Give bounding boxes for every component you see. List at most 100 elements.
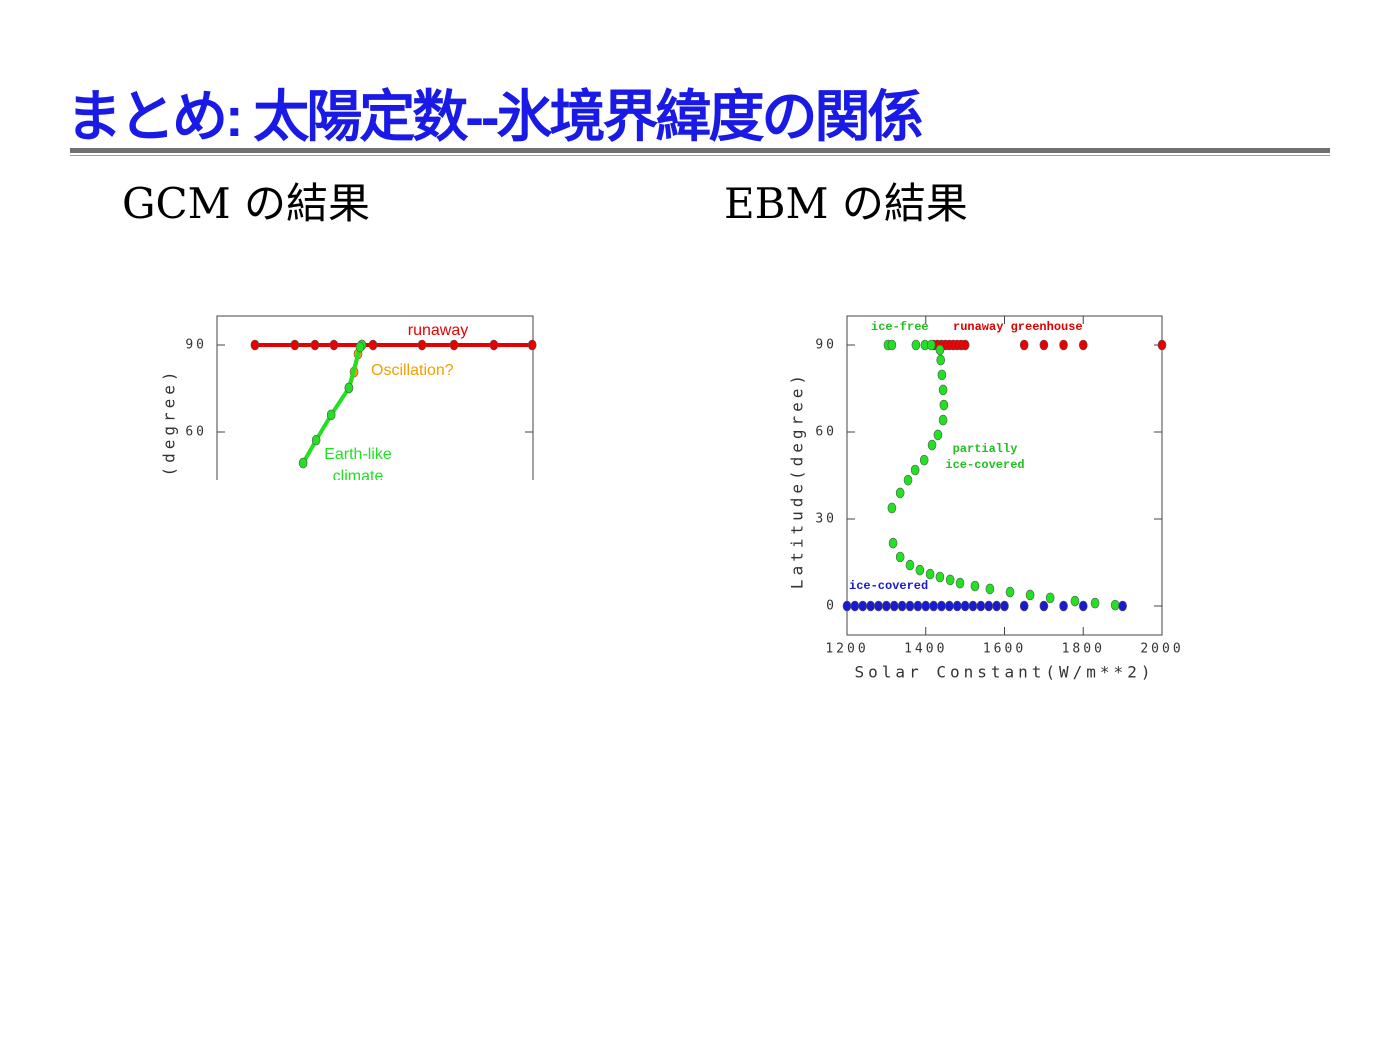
- data-point: [417, 339, 427, 351]
- data-point: [960, 339, 970, 351]
- data-point: [905, 600, 915, 612]
- y-tick-label: 30: [815, 512, 837, 527]
- x-tick-label: 1400: [904, 642, 947, 657]
- data-point: [945, 600, 954, 612]
- data-point: [888, 537, 898, 549]
- data-point: [1078, 600, 1088, 612]
- data-point: [489, 339, 499, 351]
- data-point: [368, 339, 378, 351]
- data-point: [985, 583, 995, 595]
- annotation: Oscillation?: [371, 362, 454, 379]
- data-point: [250, 339, 260, 351]
- y-tick-label: 60: [185, 425, 207, 440]
- plot-frame: [216, 315, 534, 480]
- data-point: [952, 600, 962, 612]
- y-axis-label: (degree): [160, 367, 179, 476]
- data-point: [311, 434, 321, 446]
- data-point: [1070, 595, 1080, 607]
- data-point: [933, 429, 943, 441]
- data-point: [858, 600, 868, 612]
- ebm-chart: 0 30 60 90 1200 1400 1600 1800 2000 Solar Constan…: [788, 315, 1183, 682]
- data-point: [1025, 589, 1035, 601]
- data-point: [1090, 597, 1100, 609]
- annotation: Earth-like: [324, 446, 392, 463]
- data-point: [850, 600, 860, 612]
- data-point: [960, 600, 970, 612]
- data-point: [344, 382, 354, 394]
- annotation: ice-covered: [945, 458, 1024, 472]
- data-point: [527, 339, 537, 351]
- y-tick-label: 90: [185, 338, 207, 353]
- data-point: [925, 568, 935, 580]
- annotation: ice-free: [871, 320, 929, 334]
- data-point: [329, 339, 339, 351]
- data-point: [935, 571, 945, 583]
- data-point: [935, 344, 945, 356]
- data-point: [936, 354, 946, 366]
- data-point: [1157, 339, 1167, 351]
- gcm-chart: 60 90 (degree) runaway Oscillation? Earth-lik…: [160, 315, 537, 480]
- data-point: [842, 600, 852, 612]
- data-point: [939, 399, 949, 411]
- data-point: [1039, 600, 1049, 612]
- rule: [70, 155, 1330, 156]
- data-point: [913, 600, 923, 612]
- data-point: [889, 600, 899, 612]
- x-tick-label: 1800: [1062, 642, 1105, 657]
- x-tick-label: 2000: [1140, 642, 1183, 657]
- data-point: [938, 414, 948, 426]
- data-point: [919, 454, 929, 466]
- y-tick-label: 0: [826, 599, 837, 614]
- data-point: [976, 600, 986, 612]
- data-point: [911, 339, 921, 351]
- data-point: [905, 559, 915, 571]
- data-point: [1000, 600, 1009, 612]
- data-point: [1078, 339, 1088, 351]
- slide-title: まとめ: 太陽定数--氷境界緯度の関係: [66, 85, 924, 148]
- data-point: [926, 339, 936, 351]
- data-point: [929, 600, 938, 612]
- data-point: [968, 600, 978, 612]
- data-point: [970, 580, 980, 592]
- x-axis-label: Solar Constant(W/m**2): [855, 663, 1155, 682]
- data-point: [937, 369, 947, 381]
- data-point: [1019, 600, 1029, 612]
- data-point: [1019, 339, 1029, 351]
- data-point: [984, 600, 994, 612]
- data-point: [945, 574, 955, 586]
- panel-heading: GCM の結果: [122, 179, 371, 228]
- data-point: [1045, 592, 1055, 604]
- data-point: [866, 600, 875, 612]
- x-tick-label: 1200: [825, 642, 868, 657]
- data-point: [355, 341, 365, 353]
- y-tick-label: 90: [815, 338, 837, 353]
- data-point: [1110, 599, 1120, 611]
- annotation: runaway: [408, 322, 468, 339]
- data-point: [915, 564, 925, 576]
- data-point: [449, 339, 459, 351]
- data-point: [1059, 600, 1068, 612]
- data-point: [903, 474, 913, 486]
- annotation: runaway greenhouse: [953, 320, 1083, 334]
- data-point: [937, 600, 946, 612]
- data-point: [298, 457, 308, 469]
- data-point: [290, 339, 300, 351]
- data-point: [910, 464, 920, 476]
- rule: [70, 148, 1330, 153]
- annotation: partially: [953, 442, 1018, 456]
- data-point: [882, 600, 891, 612]
- data-point: [887, 339, 897, 351]
- data-point: [927, 439, 937, 451]
- x-tick-label: 1600: [983, 642, 1026, 657]
- data-point: [955, 577, 965, 589]
- data-point: [310, 339, 320, 351]
- data-point: [938, 384, 948, 396]
- panel-heading: EBM の結果: [724, 179, 968, 228]
- data-point: [887, 502, 897, 514]
- data-point: [1039, 339, 1049, 351]
- data-point: [1059, 339, 1068, 351]
- annotation: climate: [333, 468, 384, 480]
- data-point: [1005, 586, 1015, 598]
- y-axis-label: Latitude(degree): [788, 371, 807, 589]
